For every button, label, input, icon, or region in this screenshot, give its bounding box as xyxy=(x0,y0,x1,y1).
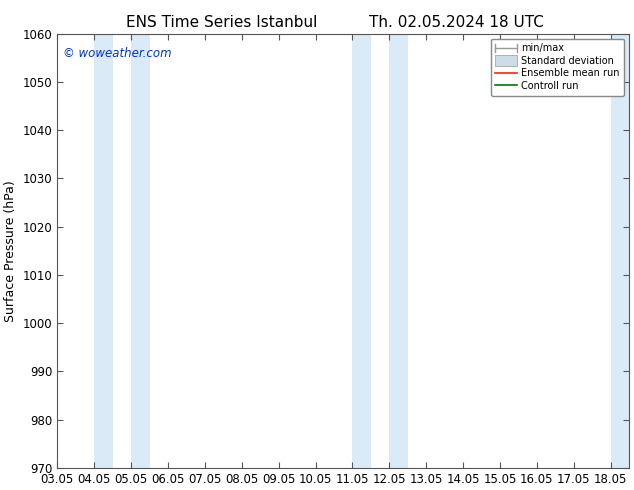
Text: © woweather.com: © woweather.com xyxy=(63,47,172,60)
Bar xyxy=(94,34,113,468)
Y-axis label: Surface Pressure (hPa): Surface Pressure (hPa) xyxy=(4,180,17,322)
Bar xyxy=(353,34,371,468)
Text: Th. 02.05.2024 18 UTC: Th. 02.05.2024 18 UTC xyxy=(369,15,544,30)
Bar xyxy=(131,34,150,468)
Bar xyxy=(389,34,408,468)
Text: ENS Time Series Istanbul: ENS Time Series Istanbul xyxy=(126,15,318,30)
Bar xyxy=(611,34,629,468)
Legend: min/max, Standard deviation, Ensemble mean run, Controll run: min/max, Standard deviation, Ensemble me… xyxy=(491,39,624,96)
